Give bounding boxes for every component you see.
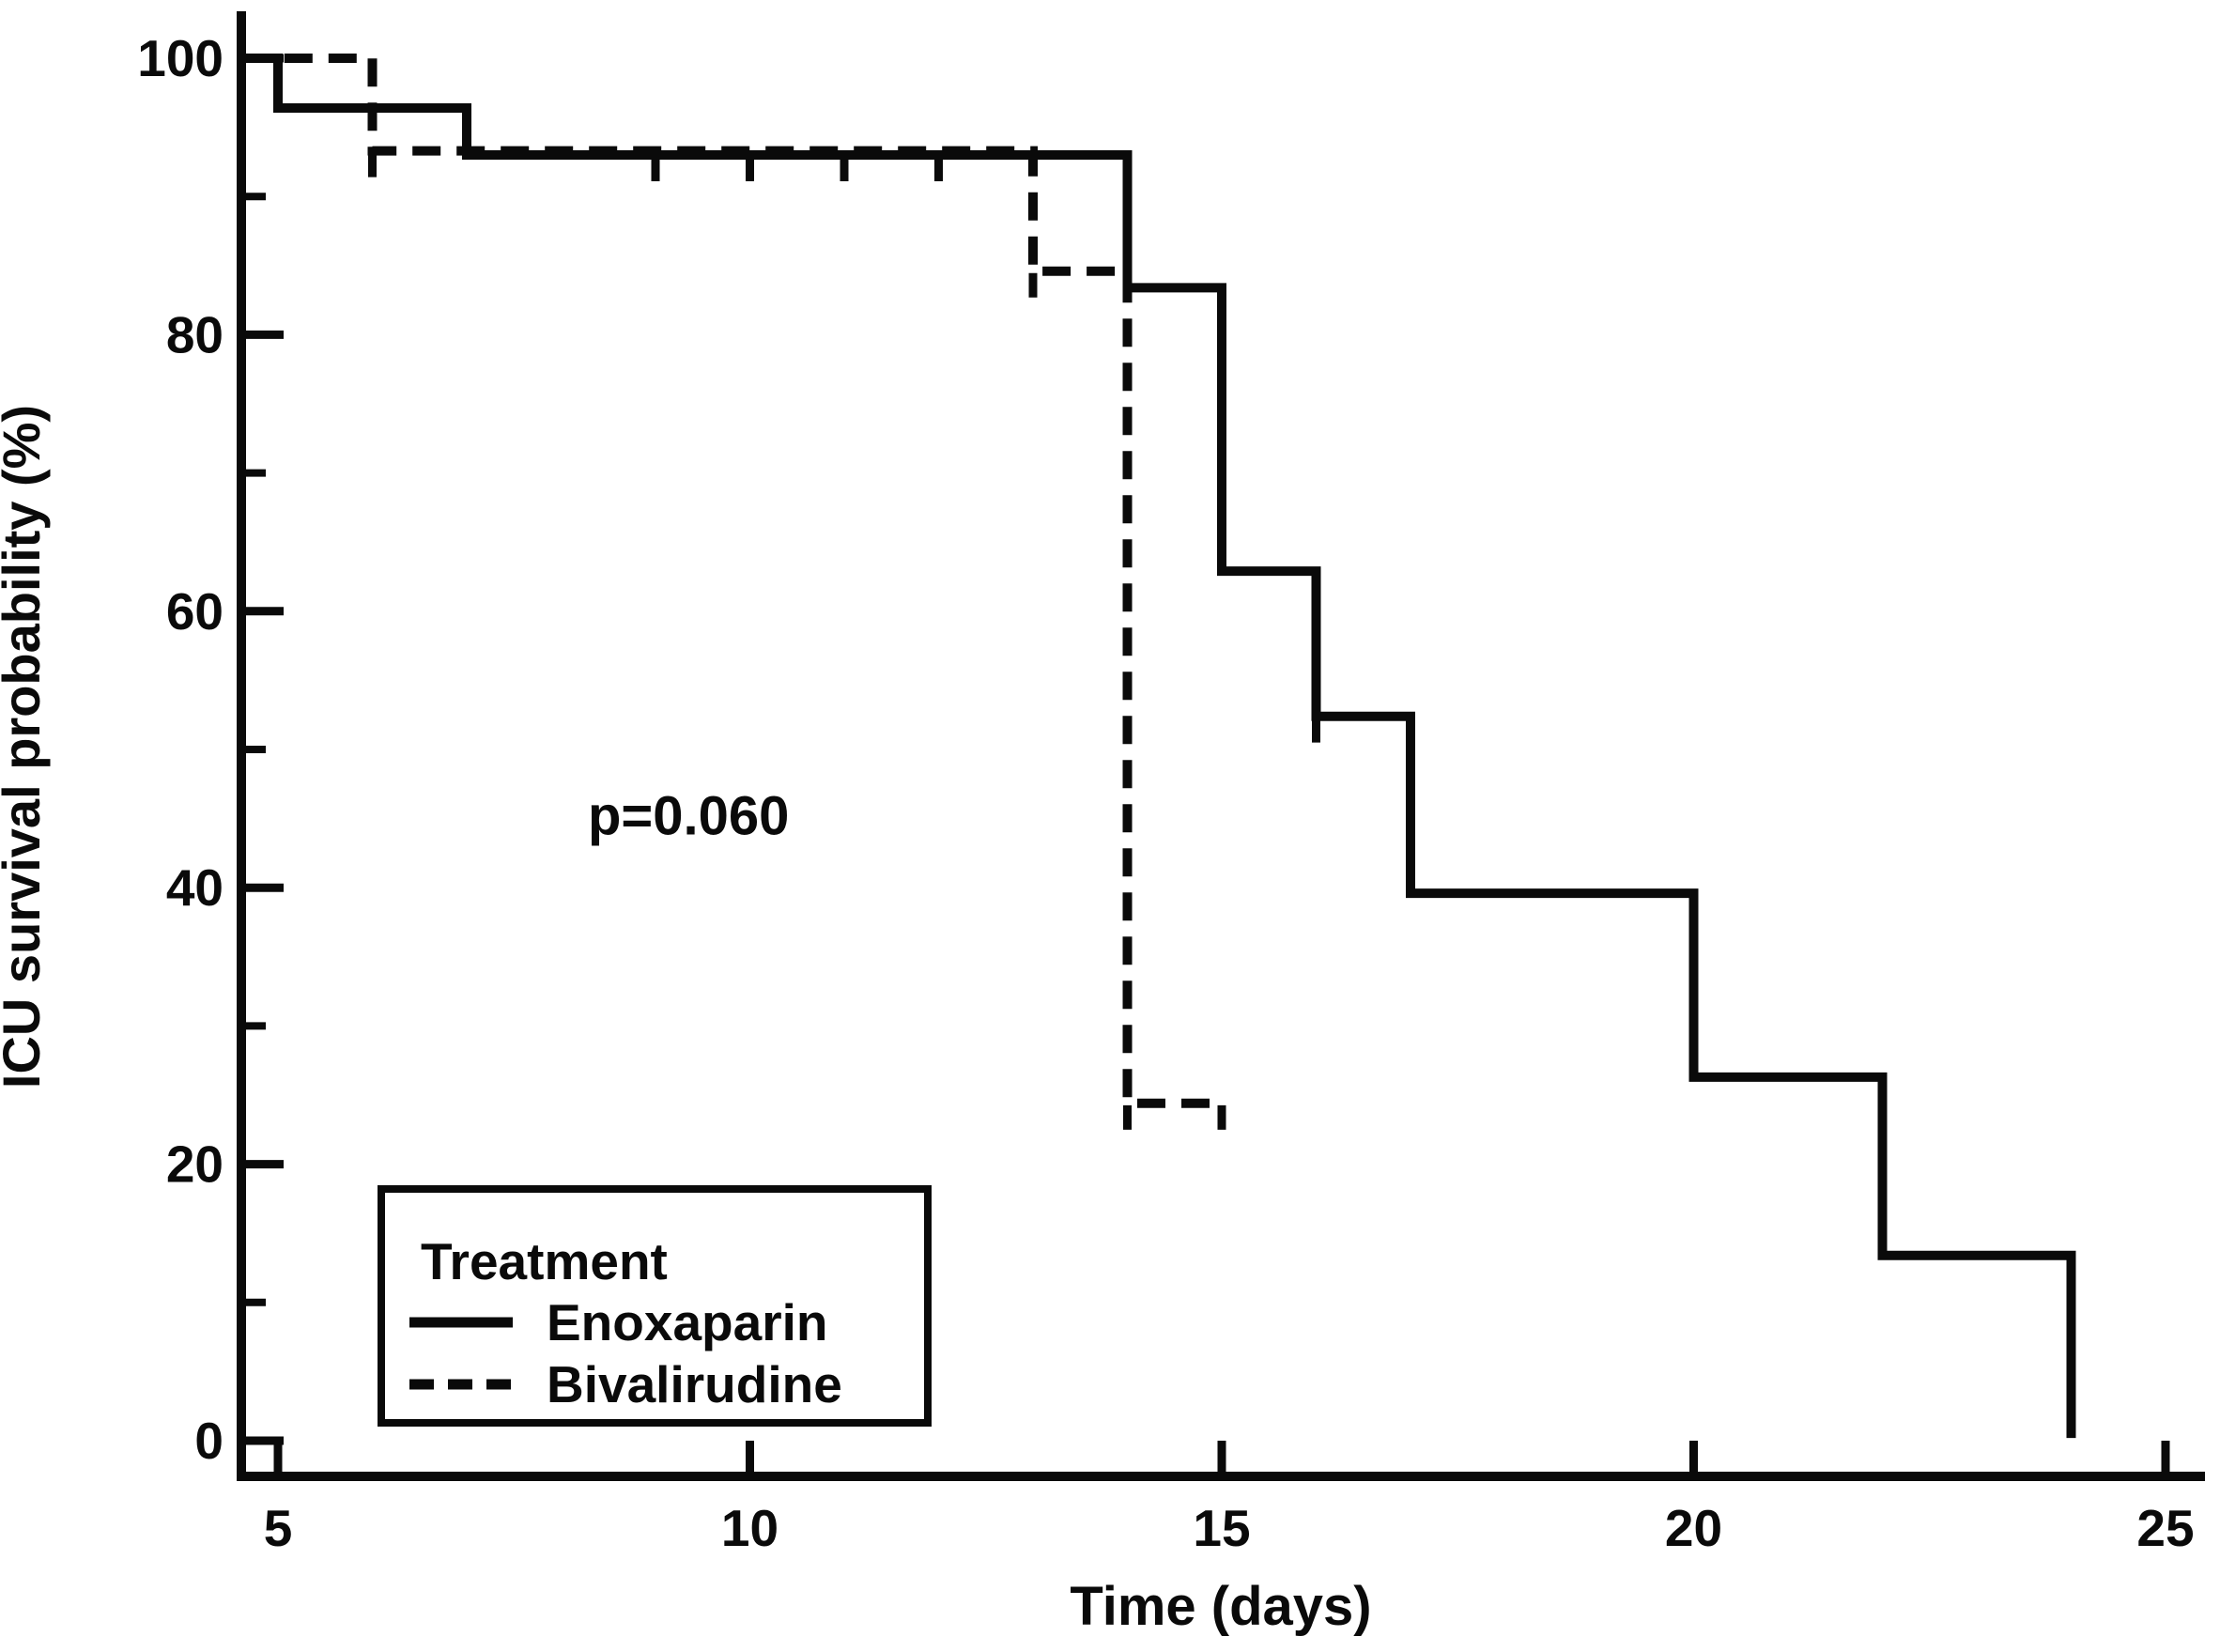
bivalirudine-curve (239, 54, 1226, 1130)
x-tick-label: 25 (2136, 1499, 2194, 1557)
x-tick-label: 20 (1665, 1499, 1722, 1557)
bivalirudine-step-line (239, 54, 1222, 1108)
legend-title: Treatment (421, 1232, 668, 1290)
y-tick-label: 20 (166, 1135, 224, 1194)
y-axis-title: ICU survival probability (%) (0, 405, 51, 1088)
enoxaparin-step-line (239, 54, 2076, 1439)
x-tick-label: 10 (721, 1499, 779, 1557)
y-tick-label: 80 (166, 305, 224, 363)
x-axis-title: Time (days) (1070, 1576, 1371, 1637)
y-tick-label: 100 (137, 29, 224, 87)
enoxaparin-curve (239, 54, 2076, 1439)
y-tick-label: 60 (166, 582, 224, 641)
y-tick-label: 0 (194, 1412, 224, 1470)
legend-label-bivalirudine: Bivalirudine (547, 1355, 842, 1413)
p-value-annotation: p=0.060 (588, 786, 789, 847)
x-tick-label: 15 (1193, 1499, 1250, 1557)
y-tick-label: 40 (166, 858, 224, 917)
x-tick-label: 5 (264, 1499, 293, 1557)
legend-label-enoxaparin: Enoxaparin (547, 1293, 828, 1351)
